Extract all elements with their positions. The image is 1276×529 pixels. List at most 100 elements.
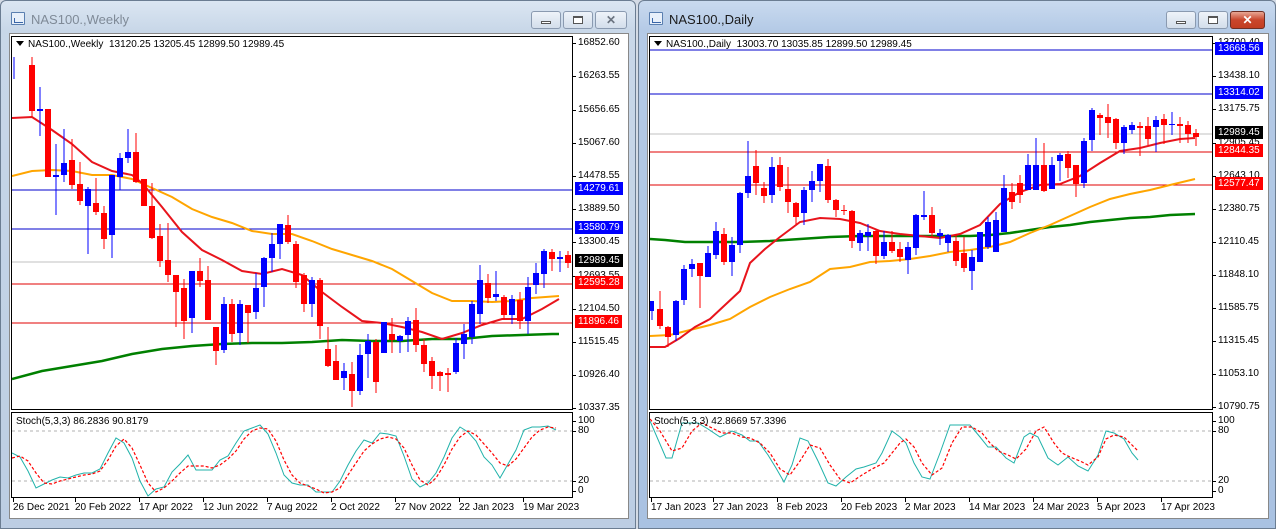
stoch-level: 20 [571, 475, 589, 487]
price-tick: 10926.40 [572, 369, 620, 381]
maximize-icon [1208, 16, 1218, 24]
weekly-candles [12, 57, 572, 407]
stoch-level: 0 [572, 485, 584, 497]
chart-client-area: NAS100.,Daily 13003.70 13035.85 12899.50… [647, 33, 1269, 519]
minimize-icon [541, 21, 551, 24]
hline-price-label: 13580.79 [575, 221, 623, 234]
price-tick: 11585.75 [1212, 302, 1259, 314]
minimize-button[interactable] [531, 11, 561, 29]
stochastic-label: Stoch(5,3,3) 42.8669 57.3396 [654, 416, 787, 427]
stochastic-lines [12, 424, 572, 497]
price-tick: 12380.75 [1212, 203, 1260, 215]
hline-price-label: 14279.61 [575, 182, 623, 195]
collapse-triangle-icon[interactable] [16, 41, 24, 46]
date-tick: 27 Nov 2022 [395, 498, 452, 513]
date-tick: 22 Jan 2023 [459, 498, 515, 513]
price-tick: 10337.35 [572, 402, 620, 414]
hline-price-label: 12577.47 [1215, 177, 1263, 190]
stochastic-panel[interactable]: Stoch(5,3,3) 42.8669 57.3396 [649, 412, 1213, 498]
chart-window-daily[interactable]: NAS100.,Daily ✕ [638, 0, 1276, 529]
time-axis[interactable]: 17 Jan 2023 27 Jan 2023 8 Feb 2023 20 Fe… [649, 498, 1215, 516]
daily-candles [650, 49, 1212, 348]
chart-symbol: NAS100.,Daily [666, 39, 732, 50]
chart-symbol: NAS100.,Weekly [28, 39, 104, 50]
chart-window-weekly[interactable]: NAS100.,Weekly ✕ [0, 0, 636, 529]
date-tick: 2 Mar 2023 [905, 498, 956, 513]
hline-price-label: 11896.46 [575, 315, 622, 328]
price-tick: 13889.50 [572, 203, 620, 215]
price-chart-panel[interactable]: NAS100.,Weekly 13120.25 13205.45 12899.5… [11, 36, 573, 410]
minimize-icon [1176, 21, 1186, 24]
chart-client-area: NAS100.,Weekly 13120.25 13205.45 12899.5… [9, 33, 629, 519]
price-tick: 11315.45 [1212, 335, 1259, 347]
price-tick: 11515.45 [572, 336, 619, 348]
price-tick: 12110.45 [1212, 236, 1259, 248]
price-tick: 11053.10 [1212, 368, 1259, 380]
stochastic-axis: 100 80 20 0 [571, 412, 630, 498]
date-tick: 20 Feb 2023 [841, 498, 898, 513]
chart-header: NAS100.,Daily 13003.70 13035.85 12899.50… [654, 39, 912, 50]
stoch-level: 0 [1212, 485, 1224, 497]
price-tick: 15656.65 [572, 104, 620, 116]
candles [650, 104, 1199, 347]
price-tick: 12104.50 [572, 303, 620, 315]
date-tick: 20 Feb 2022 [75, 498, 132, 513]
price-tick: 13438.10 [1212, 70, 1260, 82]
price-tick: 12905.45 [1212, 137, 1260, 149]
stoch-level: 100 [572, 415, 595, 427]
maximize-icon [573, 16, 583, 24]
candles [13, 57, 571, 407]
date-tick: 8 Feb 2023 [777, 498, 828, 513]
stochastic-label: Stoch(5,3,3) 86.2836 90.8179 [16, 416, 149, 427]
close-icon: ✕ [605, 13, 617, 27]
stoch-level: 80 [1211, 425, 1229, 437]
close-button[interactable]: ✕ [595, 11, 627, 29]
date-tick: 2 Oct 2022 [331, 498, 380, 513]
price-tick: 16263.55 [572, 70, 620, 82]
date-tick: 12 Jun 2022 [203, 498, 259, 513]
window-title: NAS100.,Daily [669, 12, 754, 27]
maximize-button[interactable] [1198, 11, 1228, 29]
minimize-button[interactable] [1166, 11, 1196, 29]
price-tick: 16852.60 [572, 37, 620, 49]
hline-price-label: 12844.35 [1215, 144, 1263, 157]
collapse-triangle-icon[interactable] [654, 41, 662, 46]
maximize-button[interactable] [563, 11, 593, 29]
stoch-level: 100 [1212, 415, 1235, 427]
title-bar[interactable]: NAS100.,Weekly ✕ [1, 1, 635, 33]
close-icon: ✕ [1242, 13, 1253, 27]
date-tick: 14 Mar 2023 [969, 498, 1026, 513]
price-tick: 12643.10 [1212, 170, 1260, 182]
date-tick: 17 Apr 2023 [1161, 498, 1215, 513]
price-axis[interactable]: 16852.60 16263.55 15656.65 15067.60 1447… [572, 34, 630, 414]
hline-price-label: 13668.56 [1215, 42, 1263, 55]
date-tick: 24 Mar 2023 [1033, 498, 1090, 513]
stochastic-panel[interactable]: Stoch(5,3,3) 86.2836 90.8179 [11, 412, 573, 498]
chart-ohlc: 13120.25 13205.45 12899.50 12989.45 [108, 39, 285, 50]
chart-header: NAS100.,Weekly 13120.25 13205.45 12899.5… [16, 39, 284, 50]
date-tick: 27 Jan 2023 [713, 498, 769, 513]
date-tick: 26 Dec 2021 [13, 498, 70, 513]
date-tick: 5 Apr 2023 [1097, 498, 1146, 513]
window-title: NAS100.,Weekly [31, 12, 130, 27]
close-button[interactable]: ✕ [1230, 11, 1265, 29]
price-tick: 11848.10 [1212, 269, 1259, 281]
title-bar[interactable]: NAS100.,Daily ✕ [639, 1, 1275, 33]
price-chart-panel[interactable]: NAS100.,Daily 13003.70 13035.85 12899.50… [649, 36, 1213, 410]
hline-price-label: 12595.28 [575, 276, 623, 289]
price-tick: 14478.55 [572, 170, 620, 182]
chart-window-icon [649, 12, 663, 25]
hline-price-label: 13314.02 [1215, 86, 1263, 99]
stoch-level: 20 [1211, 475, 1229, 487]
price-tick: 15067.60 [572, 137, 620, 149]
date-tick: 17 Jan 2023 [651, 498, 707, 513]
bid-price-label: 12989.45 [1215, 126, 1263, 139]
stochastic-lines [650, 418, 1212, 487]
stoch-level: 80 [571, 425, 589, 437]
date-tick: 7 Aug 2022 [267, 498, 318, 513]
date-tick: 17 Apr 2022 [139, 498, 193, 513]
price-tick: 13300.45 [572, 236, 620, 248]
price-tick: 13175.75 [1212, 103, 1260, 115]
time-axis[interactable]: 26 Dec 2021 20 Feb 2022 17 Apr 2022 12 J… [11, 498, 579, 516]
price-axis[interactable]: 13700.40 13438.10 13175.75 12905.45 1264… [1212, 34, 1270, 412]
